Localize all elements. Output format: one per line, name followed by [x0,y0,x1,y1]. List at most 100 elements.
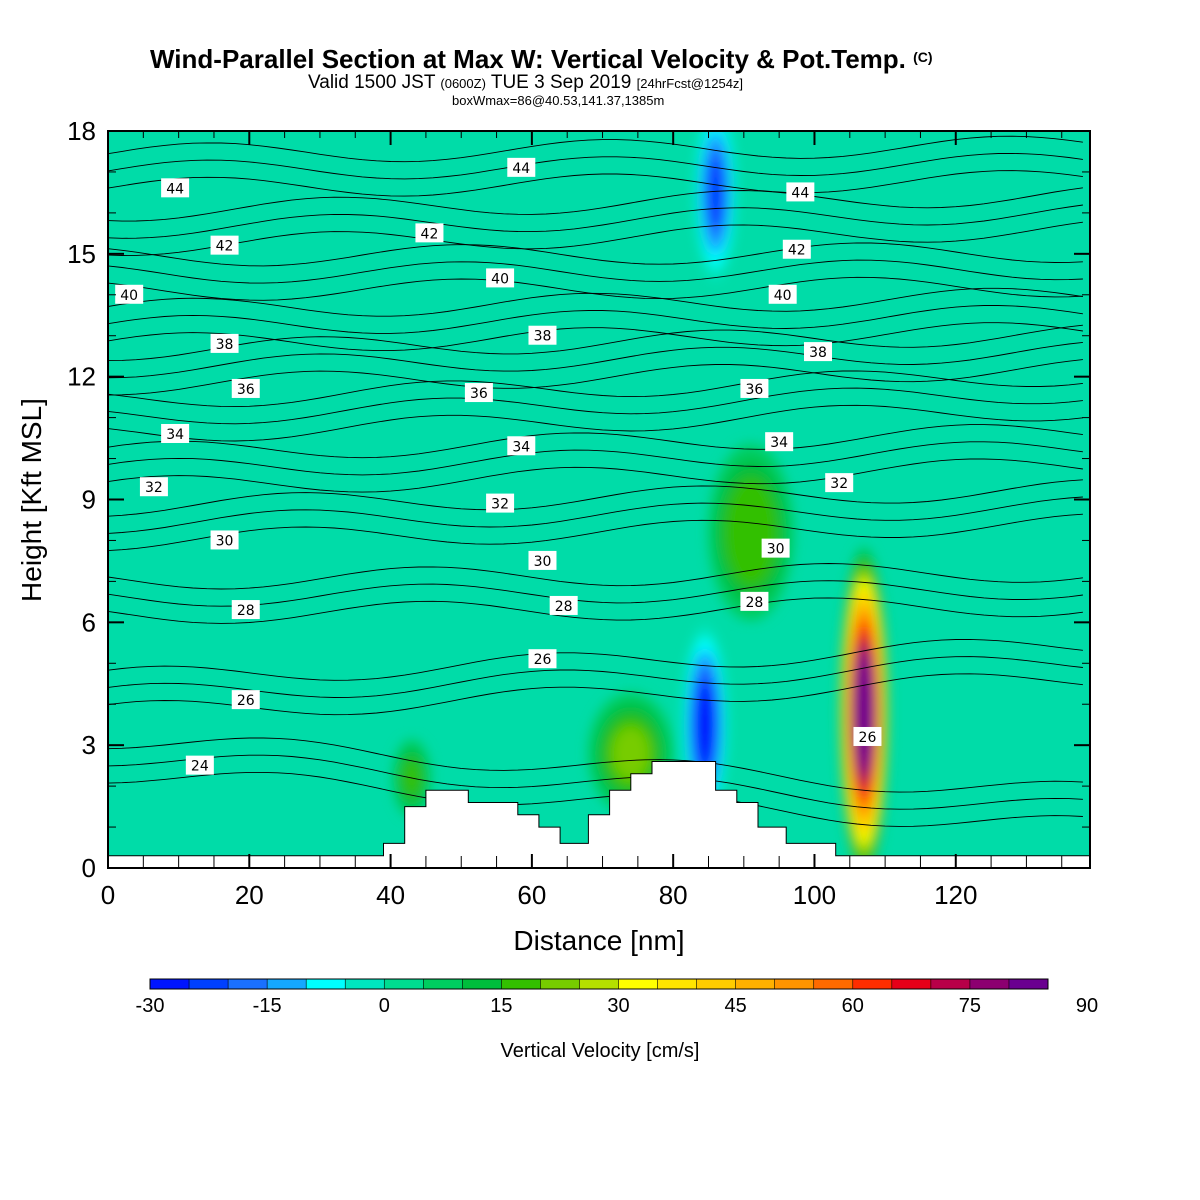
isentrope-label-text: 34 [512,439,530,455]
colorbar-swatch [423,979,463,989]
isentrope-40 [108,276,1083,301]
isentrope-label-text: 42 [421,226,439,242]
isentrope-label-bg [528,550,557,570]
isentrope-label: 38 [528,325,557,345]
isentrope-label-bg [231,690,260,710]
x-tick-label: 60 [517,880,546,910]
colorbar-swatch [930,979,971,989]
isentrope-label: 28 [740,591,769,611]
isentrope-label-bg [464,383,493,403]
isentrope-label-bg [740,378,769,398]
colorbar-swatch [813,979,854,989]
isentrope-label-bg [210,530,239,550]
isentrope-label-text: 38 [534,329,552,345]
isentrope-label-text: 26 [237,693,255,709]
isentrope-label-bg [804,342,833,362]
terrain-mask [108,761,1090,868]
isentrope-label-text: 34 [166,427,184,443]
isentrope-label-text: 32 [145,480,163,496]
isentrope-38 [108,305,1083,334]
colorbar-swatch [267,979,307,989]
isentrope-42 [108,204,1083,239]
isentrope-label-bg [782,239,811,259]
isentrope-label-bg [161,178,190,198]
isentrope-label-bg [486,268,515,288]
isentrope-label: 26 [528,649,557,669]
isentrope-label-bg [549,595,578,615]
colorbar-tick-label: 0 [379,995,390,1017]
isentrope-38 [108,322,1083,352]
colorbar-tick-label: 60 [842,995,864,1017]
isentrope-32 [108,441,1083,476]
isentrope-label: 36 [464,383,493,403]
isentrope-34 [108,370,1083,408]
isentrope-label: 32 [825,473,854,493]
isentrope-label-bg [528,325,557,345]
y-tick-label: 3 [82,730,96,760]
isentrope-label-text: 36 [746,382,764,398]
isentrope-label-bg [528,649,557,669]
colorbar-tick-label: 30 [607,995,629,1017]
isentrope-label: 32 [139,477,168,497]
isentrope-label-text: 28 [237,603,255,619]
isentrope-label-bg [210,235,239,255]
colorbar-swatch [735,979,775,989]
isentrope-label: 30 [528,550,557,570]
y-tick-label: 15 [67,239,96,269]
terrain-profile [108,761,1090,868]
isentrope-40 [108,259,1083,284]
isentrope-label: 36 [740,378,769,398]
isentrope-34 [108,404,1083,442]
isentrope-label-text: 40 [774,288,792,304]
isentrope-26 [108,638,1083,681]
isentrope-label-text: 26 [859,730,877,746]
isentrope-label: 38 [804,342,833,362]
isentrope-label: 40 [115,284,144,304]
isentrope-label-text: 32 [830,476,848,492]
isentrope-label: 34 [161,423,190,443]
isentrope-label: 42 [415,223,444,243]
y-tick-label: 0 [82,853,96,883]
isentrope-label-text: 32 [491,497,509,513]
isentrope-label: 44 [161,178,190,198]
isentrope-label: 42 [782,239,811,259]
isentrope-label: 44 [786,182,815,202]
y-tick-label: 12 [67,362,96,392]
isentrope-24 [108,771,1083,827]
isentrope-label-bg [507,157,536,177]
colorbar-frame [149,978,1049,990]
chart-title: Wind-Parallel Section at Max W: Vertical… [150,44,933,75]
isentrope-label: 40 [486,268,515,288]
isentrope-label: 32 [486,493,515,513]
isentrope-36 [108,324,1083,362]
colorbar-swatch [696,979,736,989]
isentrope-label-text: 36 [237,382,255,398]
colorbar-swatch [618,979,658,989]
colorbar-swatch [969,979,1010,989]
isentrope-label-text: 36 [470,386,488,402]
colorbar-swatch [150,979,190,989]
isentrope-label-text: 34 [770,435,788,451]
isentrope-36 [108,341,1083,379]
colorbar-swatch [657,979,697,989]
isentrope-42 [108,187,1083,222]
isentrope-40 [108,242,1083,267]
isentrope-label-text: 42 [788,243,806,259]
x-tick-label: 20 [235,880,264,910]
isentrope-label-bg [786,182,815,202]
isentrope-label: 26 [231,690,260,710]
colorbar: -30 -15 0 15 30 45 60 75 90 [136,978,1098,1017]
isentrope-label-bg [210,333,239,353]
colorbar-tick-label: 90 [1076,995,1098,1017]
isentrope-label-bg [853,726,882,746]
isentrope-label-text: 28 [555,599,573,615]
y-tick-label: 6 [82,607,96,637]
isentrope-label-bg [765,432,794,452]
isentrope-label: 40 [768,284,797,304]
isentrope-label-text: 24 [191,759,209,775]
isentrope-label: 24 [185,755,214,775]
isentrope-label-bg [486,493,515,513]
isentrope-label-bg [761,538,790,558]
